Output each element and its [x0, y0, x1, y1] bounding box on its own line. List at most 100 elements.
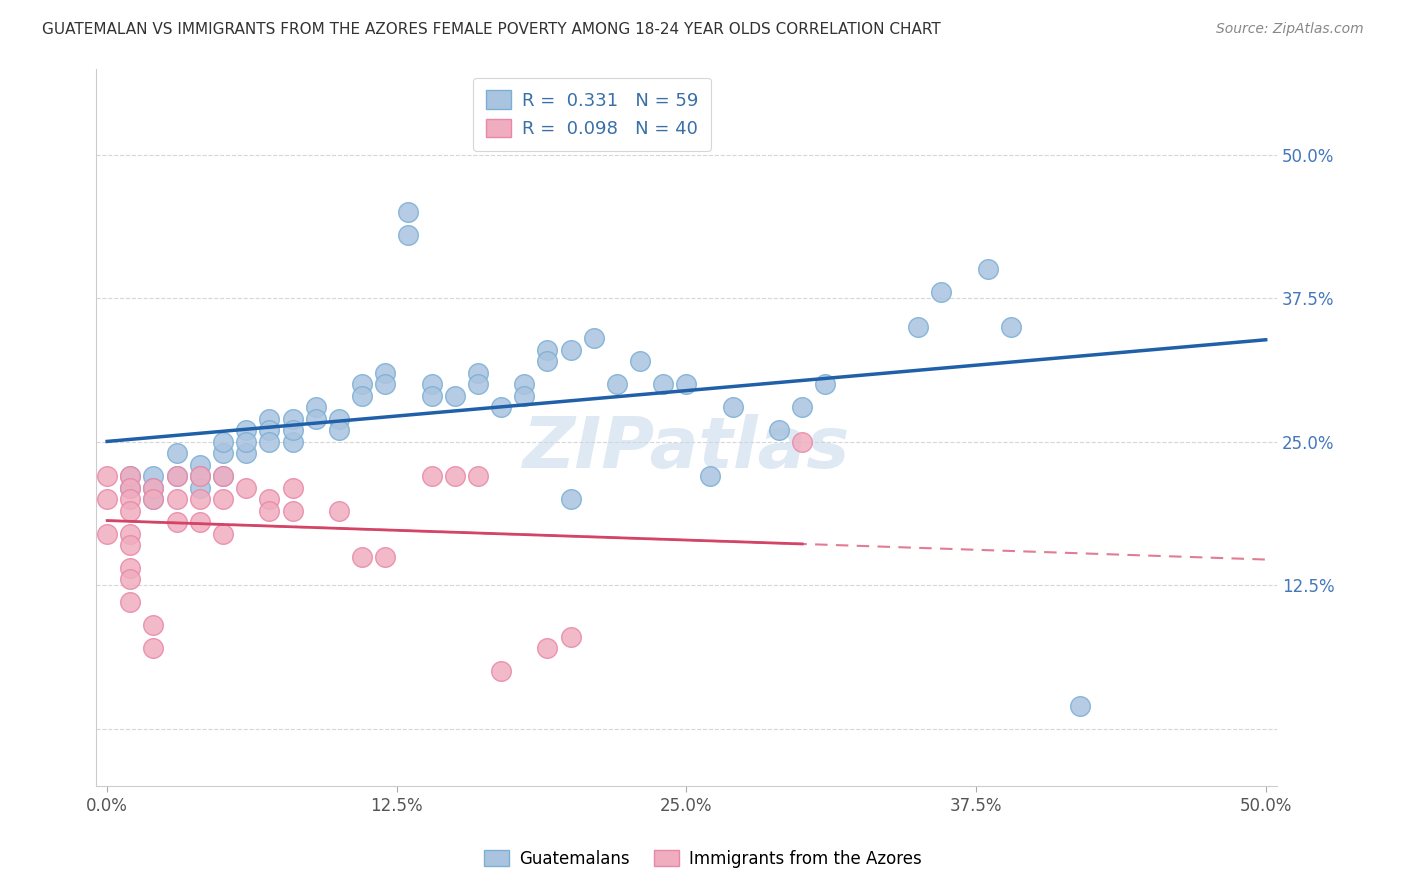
- Point: [489, 665, 512, 679]
- Point: [188, 469, 211, 483]
- Point: [259, 492, 281, 507]
- Point: [467, 377, 489, 392]
- Point: [305, 411, 328, 425]
- Point: [142, 492, 165, 507]
- Point: [420, 389, 443, 403]
- Point: [420, 469, 443, 483]
- Point: [120, 469, 142, 483]
- Point: [120, 526, 142, 541]
- Point: [120, 538, 142, 552]
- Point: [513, 389, 536, 403]
- Point: [235, 434, 257, 449]
- Point: [350, 377, 373, 392]
- Point: [188, 515, 211, 529]
- Point: [212, 492, 235, 507]
- Point: [142, 618, 165, 632]
- Text: GUATEMALAN VS IMMIGRANTS FROM THE AZORES FEMALE POVERTY AMONG 18-24 YEAR OLDS CO: GUATEMALAN VS IMMIGRANTS FROM THE AZORES…: [42, 22, 941, 37]
- Point: [281, 434, 304, 449]
- Point: [166, 515, 188, 529]
- Point: [166, 446, 188, 460]
- Point: [374, 549, 396, 564]
- Point: [212, 446, 235, 460]
- Point: [281, 423, 304, 437]
- Point: [120, 481, 142, 495]
- Point: [188, 458, 211, 472]
- Point: [652, 377, 675, 392]
- Point: [259, 411, 281, 425]
- Point: [536, 641, 558, 656]
- Point: [467, 469, 489, 483]
- Point: [606, 377, 628, 392]
- Point: [120, 561, 142, 575]
- Point: [976, 262, 998, 277]
- Point: [120, 595, 142, 609]
- Legend: Guatemalans, Immigrants from the Azores: Guatemalans, Immigrants from the Azores: [477, 844, 929, 875]
- Point: [489, 401, 512, 415]
- Point: [628, 354, 651, 368]
- Point: [443, 389, 465, 403]
- Point: [166, 492, 188, 507]
- Point: [420, 377, 443, 392]
- Legend: R =  0.331   N = 59, R =  0.098   N = 40: R = 0.331 N = 59, R = 0.098 N = 40: [472, 78, 711, 151]
- Point: [1000, 319, 1022, 334]
- Point: [536, 354, 558, 368]
- Point: [120, 503, 142, 517]
- Point: [560, 492, 582, 507]
- Point: [120, 492, 142, 507]
- Point: [235, 446, 257, 460]
- Point: [259, 503, 281, 517]
- Point: [560, 630, 582, 644]
- Point: [166, 469, 188, 483]
- Point: [96, 492, 118, 507]
- Point: [814, 377, 837, 392]
- Point: [513, 377, 536, 392]
- Point: [235, 423, 257, 437]
- Point: [142, 469, 165, 483]
- Point: [281, 503, 304, 517]
- Text: ZIPatlas: ZIPatlas: [523, 415, 851, 483]
- Point: [142, 481, 165, 495]
- Point: [328, 411, 350, 425]
- Point: [792, 434, 814, 449]
- Point: [188, 469, 211, 483]
- Point: [907, 319, 929, 334]
- Point: [699, 469, 721, 483]
- Point: [281, 411, 304, 425]
- Point: [166, 469, 188, 483]
- Point: [212, 469, 235, 483]
- Point: [374, 377, 396, 392]
- Point: [929, 285, 952, 300]
- Point: [467, 366, 489, 380]
- Point: [350, 389, 373, 403]
- Text: Source: ZipAtlas.com: Source: ZipAtlas.com: [1216, 22, 1364, 37]
- Point: [536, 343, 558, 357]
- Point: [120, 469, 142, 483]
- Point: [259, 423, 281, 437]
- Point: [188, 492, 211, 507]
- Point: [328, 503, 350, 517]
- Point: [560, 343, 582, 357]
- Point: [328, 423, 350, 437]
- Point: [443, 469, 465, 483]
- Point: [235, 481, 257, 495]
- Point: [142, 481, 165, 495]
- Point: [675, 377, 697, 392]
- Point: [350, 549, 373, 564]
- Point: [396, 227, 419, 242]
- Point: [188, 481, 211, 495]
- Point: [120, 481, 142, 495]
- Point: [120, 573, 142, 587]
- Point: [142, 492, 165, 507]
- Point: [212, 526, 235, 541]
- Point: [212, 434, 235, 449]
- Point: [721, 401, 744, 415]
- Point: [305, 401, 328, 415]
- Point: [96, 469, 118, 483]
- Point: [792, 401, 814, 415]
- Point: [396, 205, 419, 219]
- Point: [96, 526, 118, 541]
- Point: [142, 641, 165, 656]
- Point: [1069, 698, 1091, 713]
- Point: [212, 469, 235, 483]
- Point: [259, 434, 281, 449]
